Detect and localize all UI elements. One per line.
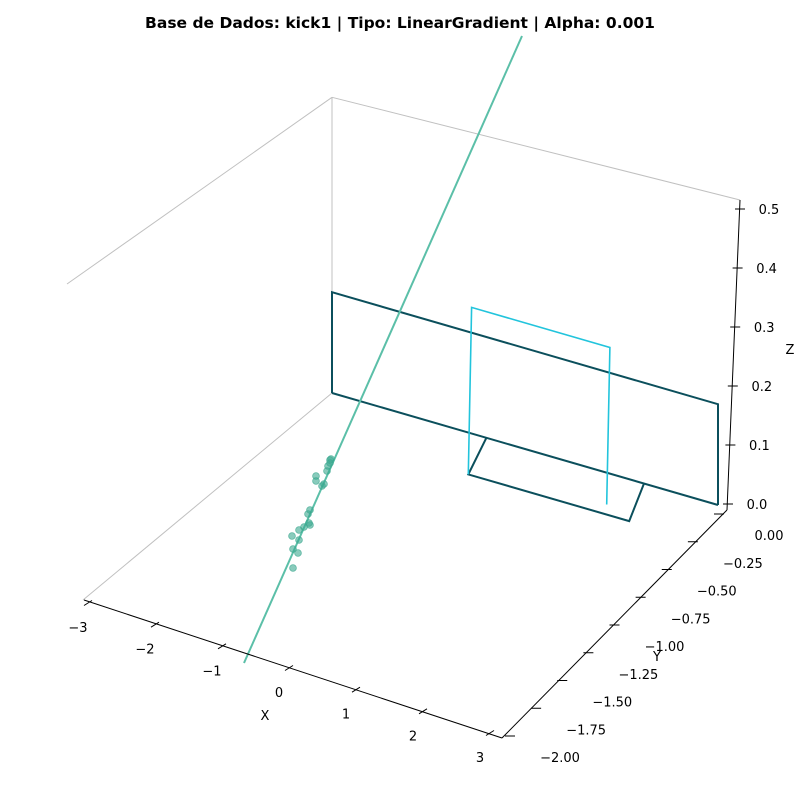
y-tick-label: −0.75 [671,612,711,627]
y-axis-line [501,509,728,739]
y-tick-label: −1.75 [566,723,606,738]
wall-dark-base [331,392,719,506]
x-tick-label: −3 [68,621,87,636]
scatter-point [305,519,313,527]
y-tick-label: −2.00 [540,751,580,766]
walls-group [331,290,719,523]
y-tick-label: −0.50 [697,585,737,600]
fit-line [243,35,523,664]
x-axis: −3 −2 −1 0 1 2 3 [68,599,503,766]
wall-dark-floor-loop [466,437,645,523]
x-tick-mark [284,665,294,671]
scatter-point [295,536,303,544]
scatter-point [288,532,296,540]
y-tick-label: −1.00 [645,640,685,655]
scatter-point [294,549,302,557]
scatter-point [306,506,314,514]
x-tick-label: −2 [135,643,154,658]
scatter-point [320,480,328,488]
x-tick-mark [351,686,361,693]
pane-edge-top-right [331,96,741,201]
z-axis-label: Z [786,343,795,358]
wall-light-outline [467,306,611,505]
z-axis: 0.0 0.1 0.2 0.3 0.4 0.5 [723,199,780,513]
chart-title: Base de Dados: kick1 | Tipo: LinearGradi… [145,14,655,33]
x-tick-mark [485,730,495,736]
y-tick-label: −0.25 [723,557,763,572]
z-axis-line [726,199,741,511]
scatter-point [327,455,335,463]
fit-line-group [243,35,523,664]
x-tick-label: 2 [409,729,417,744]
z-tick-label: 0.0 [747,498,768,513]
x-tick-mark [150,621,160,628]
x-axis-label: X [261,709,270,724]
x-tick-label: 3 [476,751,484,766]
z-tick-label: 0.4 [756,262,777,277]
y-axis: 0.00 −0.25 −0.50 −0.75 −1.00 −1.25 −1.50 −1.75 −… [501,509,784,766]
z-tick-label: 0.5 [759,203,780,218]
x-tick-label: −1 [202,664,221,679]
x-tick-mark [83,600,93,606]
z-tick-label: 0.2 [751,380,772,395]
scatter-point [289,564,297,572]
x-tick-label: 0 [275,686,283,701]
pane-edge-floor-left [82,392,333,601]
x-axis-line [83,599,503,739]
z-tick-label: 0.3 [754,321,775,336]
y-axis-label: Y [652,650,661,665]
y-tick-label: −1.25 [618,668,658,683]
pane-edge-top-left [66,96,333,285]
wall-dark-outline [331,290,719,505]
scatter-point [312,472,320,480]
scatter-points-group [288,455,335,572]
y-tick-label: −1.50 [592,696,632,711]
pane-edges [66,96,741,601]
x-tick-label: 1 [342,708,350,723]
x-tick-mark [217,643,227,650]
x-tick-mark [418,708,428,715]
z-tick-label: 0.1 [749,439,770,454]
y-tick-label: 0.00 [755,529,784,544]
scatter-point [289,545,297,553]
